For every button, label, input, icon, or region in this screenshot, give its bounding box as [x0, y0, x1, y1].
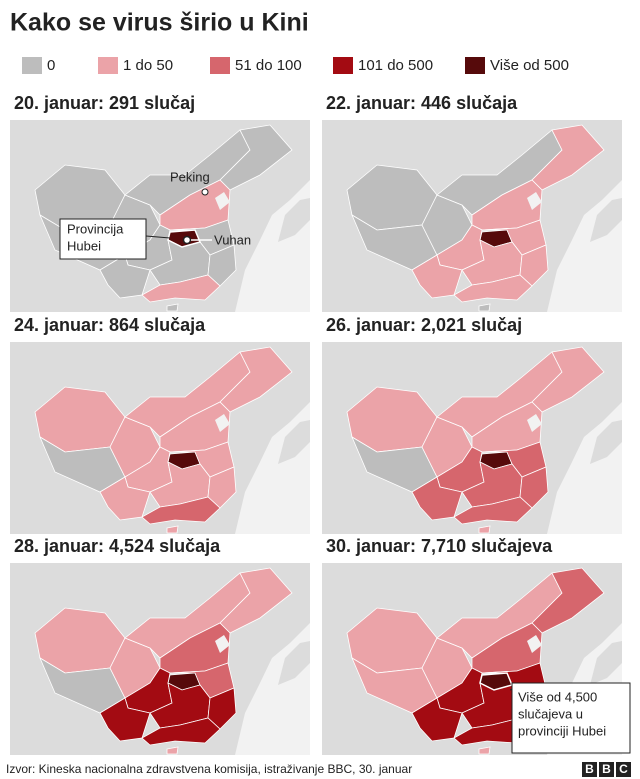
province — [207, 244, 237, 287]
bohai-sea — [527, 414, 542, 432]
province — [141, 717, 221, 746]
logo-letter: B — [585, 762, 594, 776]
map — [322, 342, 622, 534]
province — [478, 525, 491, 534]
legend-swatch — [22, 57, 42, 74]
map — [10, 563, 310, 755]
hubei-label: Provincija — [67, 221, 124, 236]
hubei-outline — [479, 672, 514, 691]
province — [166, 746, 179, 755]
map — [10, 342, 310, 534]
province — [99, 697, 151, 742]
legend-label: 51 do 100 — [235, 57, 302, 74]
logo-box — [582, 762, 597, 777]
bohai-sea — [215, 635, 230, 653]
hubei-total-label: provinciji Hubei — [518, 723, 606, 738]
province — [219, 124, 293, 191]
legend-swatch — [98, 57, 118, 74]
province — [207, 687, 237, 730]
hubei-label: Hubei — [67, 238, 101, 253]
province — [519, 466, 549, 509]
province — [99, 476, 151, 521]
japan — [590, 641, 622, 685]
bohai-sea — [215, 414, 230, 432]
hubei-box — [59, 218, 147, 260]
province — [478, 303, 491, 312]
province — [141, 274, 221, 303]
hubei-total-box — [511, 682, 631, 754]
map — [10, 120, 310, 312]
beijing-dot — [201, 188, 209, 196]
hubei-leader — [145, 235, 171, 239]
wuhan-label: Vuhan — [214, 232, 251, 247]
legend-label: 101 do 500 — [358, 57, 433, 74]
logo-letter: B — [602, 762, 611, 776]
province — [166, 525, 179, 534]
province — [478, 746, 491, 755]
logo-box — [616, 762, 631, 777]
source: Izvor: Kineska nacionalna zdravstvena ko… — [6, 762, 412, 776]
legend-label: 1 do 50 — [123, 57, 173, 74]
title: Kako se virus širio u Kini — [10, 9, 309, 37]
logo-letter: C — [619, 762, 628, 776]
province — [219, 346, 293, 413]
bohai-sea — [215, 192, 230, 210]
logo-box — [599, 762, 614, 777]
legend-swatch — [333, 57, 353, 74]
province — [453, 274, 533, 303]
legend-label: 0 — [47, 57, 55, 74]
panel-title: 30. januar: 7,710 slučajeva — [326, 536, 553, 556]
province — [453, 496, 533, 525]
province — [219, 567, 293, 634]
province — [207, 466, 237, 509]
province — [141, 496, 221, 525]
province — [411, 697, 463, 742]
hubei-total-label: slučajeva u — [518, 706, 583, 721]
legend-label: Više od 500 — [490, 57, 569, 74]
panel-title: 20. januar: 291 slučaj — [14, 93, 195, 113]
legend: 0 1 do 50 51 do 100 101 do 500 Više od 500 — [22, 57, 569, 74]
panel-title: 24. januar: 864 slučaja — [14, 315, 206, 335]
legend-swatch — [465, 57, 485, 74]
japan — [590, 420, 622, 464]
province — [411, 254, 463, 299]
japan — [590, 198, 622, 242]
province — [531, 346, 605, 413]
panel-title: 28. januar: 4,524 slučaja — [14, 536, 221, 556]
panels: 20. januar: 291 slučaj 22. januar: 446 sl… — [10, 93, 622, 755]
province — [531, 124, 605, 191]
wuhan-dot — [182, 235, 192, 245]
panel-title: 22. januar: 446 slučaja — [326, 93, 518, 113]
map — [322, 120, 622, 312]
province — [166, 303, 179, 312]
hubei-total-label: Više od 4,500 — [518, 689, 597, 704]
bohai-sea — [527, 635, 542, 653]
hubei-outline — [167, 229, 202, 248]
beijing-label: Peking — [170, 169, 210, 184]
japan — [278, 420, 310, 464]
province — [531, 567, 605, 634]
bohai-sea — [527, 192, 542, 210]
annotations: Peking Vuhan Provincija Hubei Više od 4,500 s… — [59, 169, 631, 777]
japan — [278, 198, 310, 242]
japan — [278, 641, 310, 685]
panel-title: 26. januar: 2,021 slučaj — [326, 315, 522, 335]
province — [411, 476, 463, 521]
province — [519, 244, 549, 287]
legend-swatch — [210, 57, 230, 74]
